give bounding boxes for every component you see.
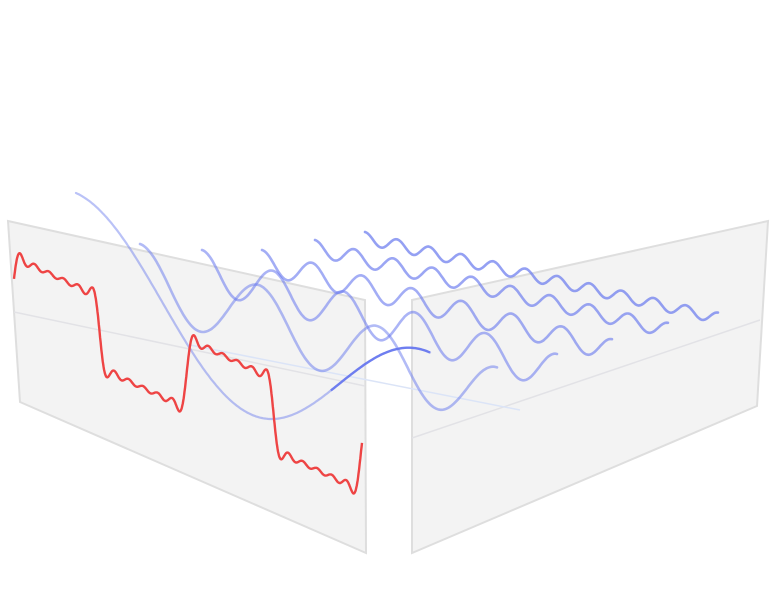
time-domain-panel bbox=[6, 219, 368, 555]
harmonic-wave-9 bbox=[313, 238, 670, 335]
harmonic-wave-5 bbox=[200, 248, 559, 382]
floor-axis bbox=[189, 344, 521, 411]
harmonic-wave-1-front bbox=[330, 346, 431, 392]
harmonic-wave-11 bbox=[363, 230, 720, 322]
square-wave-group bbox=[12, 251, 364, 495]
harmonic-wave-7 bbox=[260, 248, 614, 357]
harmonic-waves bbox=[74, 191, 720, 421]
square-wave bbox=[12, 251, 364, 495]
frequency-domain-panel bbox=[411, 219, 770, 555]
frequency-domain-axis bbox=[411, 319, 761, 439]
harmonic-wave-3 bbox=[138, 242, 499, 412]
